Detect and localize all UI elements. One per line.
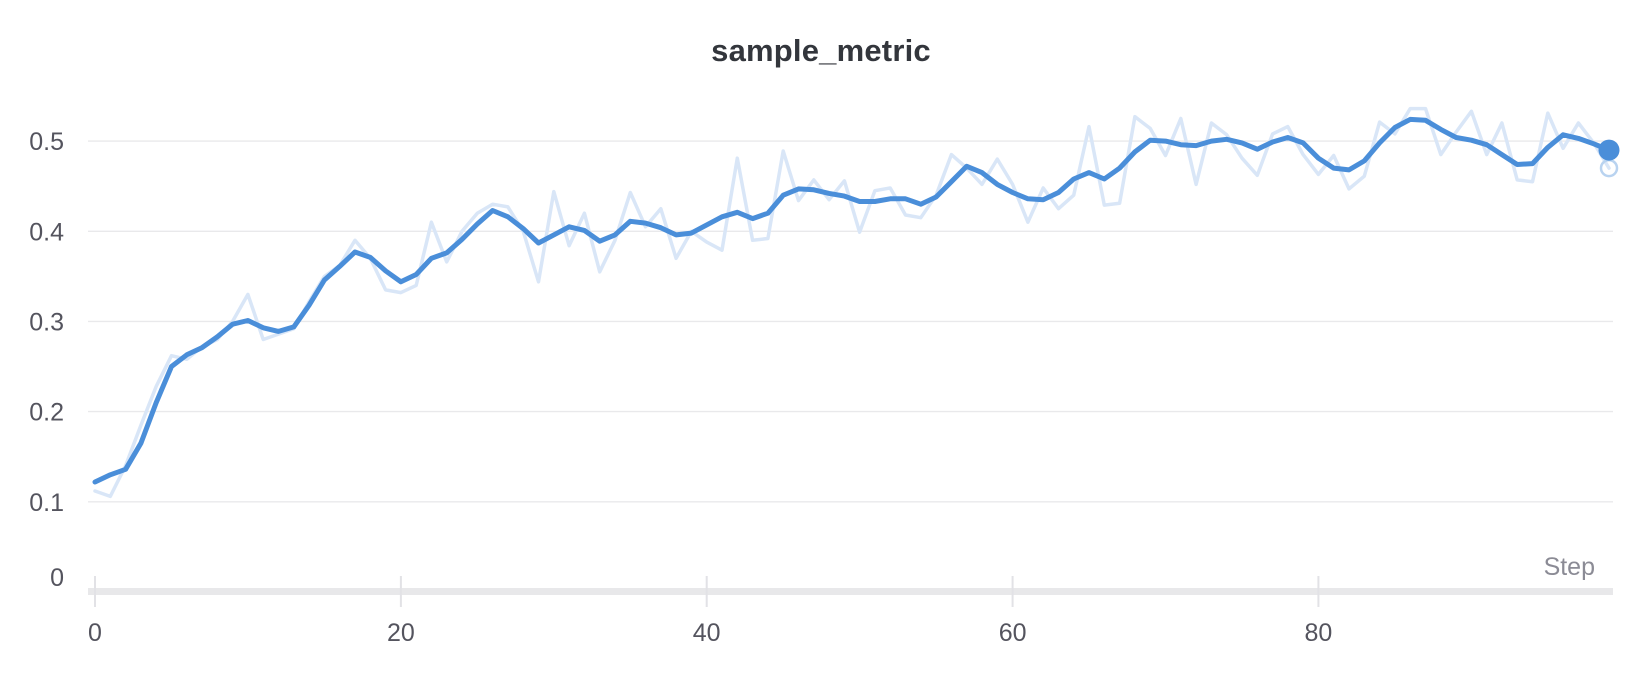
x-axis-label: Step [1543, 553, 1595, 581]
x-axis-bar [88, 588, 1613, 595]
x-tick-label: 0 [88, 619, 102, 647]
raw-series-line [93, 106, 1611, 499]
y-tick-label: 0 [50, 564, 64, 592]
y-tick-label: 0.5 [29, 128, 64, 156]
x-tick-label: 40 [693, 619, 721, 647]
y-tick-label: 0.1 [29, 489, 64, 517]
y-tick-label: 0.2 [29, 399, 64, 427]
smoothed-series-line [92, 116, 1612, 485]
x-tick-label: 80 [1304, 619, 1332, 647]
y-tick-label: 0.4 [29, 218, 64, 246]
y-tick-label: 0.3 [29, 308, 64, 336]
end-point-dot[interactable] [1598, 139, 1620, 161]
x-tick-label: 20 [387, 619, 415, 647]
x-tick-label: 60 [999, 619, 1027, 647]
chart-title: sample_metric [711, 33, 931, 68]
